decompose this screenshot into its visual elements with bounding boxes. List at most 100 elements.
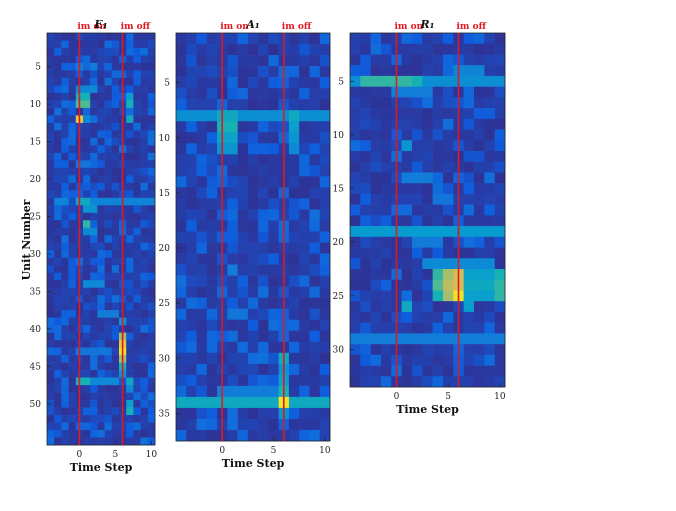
heatmap-cell bbox=[104, 130, 113, 139]
heatmap-cell bbox=[54, 287, 62, 296]
heatmap-cell bbox=[126, 100, 134, 109]
heatmap-cell bbox=[494, 65, 506, 77]
heatmap-cell bbox=[196, 220, 208, 232]
heatmap-cell bbox=[140, 122, 149, 131]
heatmap-cell bbox=[268, 308, 279, 321]
heatmap-cell bbox=[68, 107, 77, 116]
heatmap-cell bbox=[126, 55, 134, 64]
heatmap-cell bbox=[140, 272, 149, 281]
heatmap-cell bbox=[133, 347, 141, 356]
heatmap-cell bbox=[494, 247, 506, 259]
heatmap-cell bbox=[90, 295, 98, 303]
heatmap-cell bbox=[54, 257, 62, 266]
heatmap-cell bbox=[443, 54, 454, 66]
heatmap-cell bbox=[133, 385, 141, 393]
heatmap-cell bbox=[206, 319, 218, 332]
heatmap-cell bbox=[484, 108, 495, 120]
heatmap-cell bbox=[54, 182, 62, 191]
heatmap-cell bbox=[463, 140, 475, 152]
heatmap-cell bbox=[126, 250, 134, 259]
heatmap-cell bbox=[147, 212, 156, 221]
heatmap-cell bbox=[474, 151, 485, 163]
heatmap-cell bbox=[360, 236, 371, 248]
heatmap-cell bbox=[97, 70, 105, 79]
heatmap-cell bbox=[494, 97, 506, 109]
heatmap-cell bbox=[412, 108, 423, 120]
heatmap-cell bbox=[299, 275, 310, 287]
heatmap-cell bbox=[288, 352, 300, 365]
x-tick-label: 0 bbox=[77, 450, 83, 460]
heatmap-cell bbox=[494, 75, 506, 87]
heatmap-cell bbox=[104, 377, 113, 386]
heatmap-cell bbox=[61, 377, 69, 386]
heatmap-cell bbox=[147, 295, 156, 303]
heatmap-cell bbox=[258, 264, 269, 276]
heatmap-cell bbox=[268, 418, 279, 431]
heatmap-cell bbox=[484, 118, 495, 130]
heatmap-cell bbox=[258, 231, 269, 243]
heatmap-cell bbox=[227, 165, 238, 177]
heatmap-cell bbox=[494, 108, 506, 120]
heatmap-cell bbox=[370, 172, 382, 184]
heatmap-cell bbox=[401, 376, 413, 388]
heatmap-cell bbox=[111, 220, 120, 229]
heatmap-cell bbox=[176, 297, 187, 309]
heatmap-cell bbox=[432, 75, 444, 87]
heatmap-cell bbox=[68, 227, 77, 236]
heatmap-cell bbox=[309, 176, 321, 188]
heatmap-cell bbox=[90, 33, 98, 41]
y-tick-label: 30 bbox=[159, 354, 171, 364]
heatmap-cell bbox=[258, 374, 269, 387]
heatmap-cell bbox=[47, 407, 55, 416]
heatmap-cell bbox=[319, 407, 331, 420]
heatmap-cell bbox=[83, 152, 91, 161]
heatmap-cell bbox=[61, 190, 69, 199]
heatmap-cell bbox=[54, 355, 62, 363]
heatmap-cell bbox=[147, 302, 156, 311]
heatmap-cell bbox=[104, 152, 113, 161]
heatmap-cell bbox=[463, 183, 475, 195]
heatmap-cell bbox=[186, 99, 197, 111]
heatmap-cell bbox=[97, 40, 105, 49]
heatmap-cell bbox=[463, 204, 475, 216]
heatmap-cell bbox=[90, 235, 98, 244]
heatmap-cell bbox=[227, 253, 238, 265]
heatmap-cell bbox=[206, 341, 218, 354]
heatmap-cell bbox=[319, 396, 331, 409]
heatmap-cell bbox=[97, 205, 105, 214]
heatmap-cell bbox=[147, 145, 156, 154]
heatmap-cell bbox=[54, 235, 62, 244]
heatmap-cell bbox=[90, 370, 98, 378]
heatmap-cell bbox=[288, 363, 300, 376]
heatmap-cell bbox=[111, 62, 120, 71]
heatmap-cell bbox=[104, 205, 113, 214]
heatmap-cell bbox=[206, 66, 218, 78]
heatmap-cell bbox=[133, 287, 141, 296]
heatmap-cell bbox=[432, 258, 444, 270]
heatmap-cell bbox=[54, 212, 62, 221]
heatmap-cell bbox=[111, 377, 120, 386]
heatmap-cell bbox=[133, 55, 141, 64]
heatmap-cell bbox=[97, 55, 105, 64]
heatmap-cell bbox=[299, 297, 310, 309]
heatmap-cell bbox=[196, 99, 208, 111]
heatmap-cell bbox=[104, 272, 113, 281]
heatmap-cell bbox=[309, 66, 321, 78]
heatmap-cell bbox=[309, 88, 321, 100]
heatmap-cell bbox=[68, 137, 77, 146]
heatmap-cell bbox=[111, 392, 120, 401]
heatmap-cell bbox=[422, 86, 433, 98]
heatmap-cell bbox=[97, 47, 105, 56]
heatmap-cell bbox=[54, 437, 62, 446]
heatmap-cell bbox=[140, 400, 149, 408]
heatmap-cell bbox=[247, 275, 259, 287]
heatmap-cell bbox=[268, 286, 279, 298]
x-axis-label: Time Step bbox=[222, 457, 285, 470]
heatmap-cell bbox=[133, 47, 141, 56]
heatmap-cell bbox=[350, 151, 361, 163]
heatmap-cell bbox=[381, 258, 392, 270]
heatmap-cell bbox=[227, 385, 238, 398]
heatmap-cell bbox=[463, 344, 475, 356]
heatmap-cell bbox=[422, 226, 433, 238]
heatmap-cell bbox=[412, 376, 423, 388]
